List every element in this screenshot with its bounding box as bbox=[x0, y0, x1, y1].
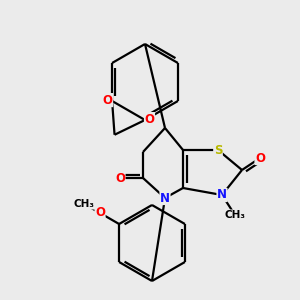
Text: O: O bbox=[95, 206, 105, 220]
Text: CH₃: CH₃ bbox=[224, 210, 245, 220]
Text: CH₃: CH₃ bbox=[74, 199, 95, 209]
Text: O: O bbox=[115, 172, 125, 184]
Text: O: O bbox=[145, 112, 154, 126]
Text: N: N bbox=[160, 191, 170, 205]
Text: N: N bbox=[217, 188, 227, 202]
Text: S: S bbox=[214, 143, 222, 157]
Text: O: O bbox=[103, 94, 112, 106]
Text: O: O bbox=[255, 152, 265, 164]
